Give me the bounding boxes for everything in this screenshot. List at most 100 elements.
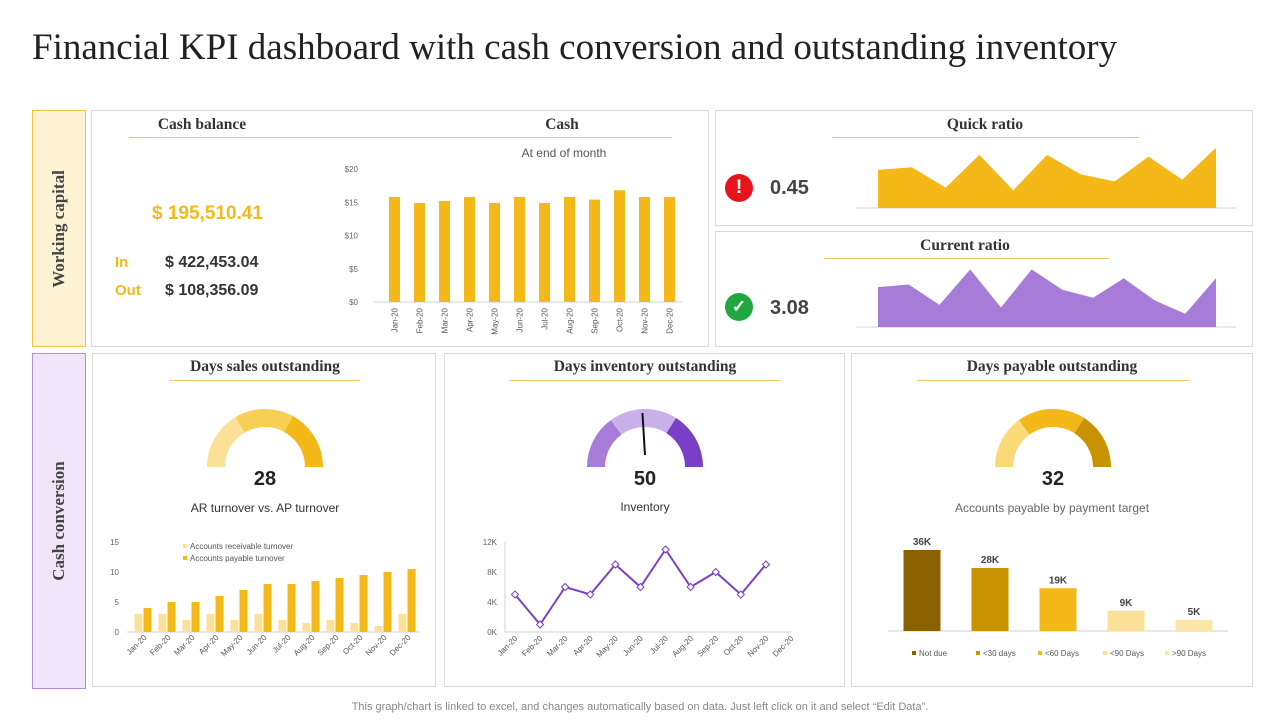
cash-bar [389, 196, 400, 302]
section-working-capital: Working capital [32, 110, 86, 347]
inventory-xtick-label: May-20 [595, 634, 621, 660]
dpo-gauge-segment [1074, 418, 1111, 467]
ar-turnover-bar [254, 614, 263, 632]
payables-legend-swatch [1103, 651, 1107, 655]
ap-turnover-bar [407, 569, 416, 632]
ap-turnover-bar [335, 578, 344, 632]
dio-panel: Days inventory outstanding 50 Inventory … [444, 353, 845, 687]
ap-turnover-bar [143, 608, 152, 632]
dso-gauge-segment [284, 416, 323, 467]
inventory-point [636, 582, 645, 592]
dpo-subtitle: Accounts payable by payment target [954, 501, 1150, 515]
cash-bar [489, 202, 500, 302]
cash-xtick-label: Dec-20 [666, 307, 675, 333]
cash-chart-subtitle: At end of month [521, 146, 607, 160]
inventory-ytick-label: 12K [483, 538, 498, 547]
inventory-point [535, 620, 545, 629]
dso-value: 28 [253, 468, 277, 490]
dio-subtitle: Inventory [620, 500, 670, 514]
cash-bar [464, 196, 475, 302]
dpo-gauge-segment [995, 420, 1030, 467]
cash-ytick-label: $5 [349, 265, 358, 274]
dio-gauge-needle [641, 412, 646, 456]
inventory-point [611, 560, 620, 569]
cash-xtick-label: Mar-20 [441, 307, 450, 333]
cash-xtick-label: Jun-20 [516, 307, 525, 332]
ar-turnover-bar [278, 620, 287, 632]
inventory-ytick-label: 0K [487, 628, 497, 637]
ap-turnover-bar [239, 590, 248, 632]
arap-xtick-label: Jul-20 [271, 633, 293, 655]
dso-gauge-segment [235, 409, 293, 433]
cash-chart: $0 $5 $10 $15 $20 Jan-20 Feb-20 Mar-20 Apr-20 May… [345, 165, 682, 335]
inventory-point [586, 590, 595, 599]
payables-legend-swatch [976, 651, 980, 655]
dso-title: Days sales outstanding [190, 358, 340, 375]
inventory-point [560, 582, 570, 592]
payables-legend-label: <30 days [983, 649, 1016, 658]
ap-turnover-bar [359, 575, 368, 632]
cash-bar [514, 196, 525, 302]
cash-in-value: $ 422,453.04 [165, 254, 259, 271]
inventory-xtick-label: Jul-20 [648, 634, 670, 656]
cash-bar [564, 196, 575, 302]
dio-title: Days inventory outstanding [553, 358, 737, 375]
inventory-xtick-label: Feb-20 [520, 634, 545, 659]
dso-underline [169, 380, 360, 381]
dpo-underline [917, 380, 1189, 381]
dio-underline [509, 380, 780, 381]
inventory-xtick-label: Sep-20 [696, 634, 721, 659]
cash-xtick-label: Aug-20 [566, 307, 575, 333]
ap-turnover-bar [287, 584, 296, 632]
ap-turnover-bar [215, 596, 224, 632]
arap-legend-swatch [183, 544, 187, 548]
arap-xtick-label: Jan-20 [125, 633, 149, 657]
ap-turnover-bar [311, 581, 320, 632]
cash-balance-title: Cash balance [157, 116, 247, 133]
inventory-xtick-label: Oct-20 [722, 634, 746, 658]
cash-xtick-label: Oct-20 [616, 307, 625, 332]
dio-gauge [587, 409, 703, 467]
payables-legend-label: Not due [919, 649, 948, 658]
payables-data-label: 28K [981, 555, 1000, 566]
arap-xtick-label: Sep-20 [316, 633, 341, 658]
quick-ratio-title: Quick ratio [946, 116, 1024, 133]
ar-turnover-bar [374, 626, 383, 632]
payables-chart: 36K 28K 19K 9K 5K Not due <30 days <60 Days <90 … [888, 537, 1228, 658]
cash-title-underline [129, 137, 672, 138]
dio-gauge-segment [587, 420, 622, 467]
quick_ratio-area [878, 147, 1216, 208]
cash-balance-total: $ 195,510.41 [152, 203, 263, 224]
ar-turnover-bar [302, 623, 311, 632]
section-cash-conversion-label: Cash conversion [49, 461, 68, 581]
arap-xtick-label: Jun-20 [245, 633, 269, 657]
inventory-xtick-label: Dec-20 [771, 634, 796, 659]
quick-ratio-panel: Quick ratio ! 0.45 [715, 110, 1253, 226]
page-title: Financial KPI dashboard with cash conver… [32, 27, 1118, 68]
cash-bar [439, 200, 450, 302]
cash-xtick-label: Sep-20 [591, 307, 600, 333]
inventory-xtick-label: Jun-20 [621, 634, 645, 658]
quick-ratio-value: 0.45 [770, 177, 809, 199]
payables-data-label: 9K [1120, 598, 1134, 609]
payables-legend-label: <90 Days [1110, 649, 1144, 658]
ap-turnover-bar [383, 572, 392, 632]
cash-out-value: $ 108,356.09 [165, 282, 259, 299]
inventory-xtick-label: Aug-20 [670, 634, 695, 659]
payables-legend-label: >90 Days [1172, 649, 1206, 658]
payables-legend-swatch [912, 651, 916, 655]
ar-turnover-bar [206, 614, 215, 632]
current-ratio-panel: Current ratio ✓ 3.08 [715, 231, 1253, 347]
dio-gauge-segment [666, 418, 703, 467]
arap-xtick-label: May-20 [219, 633, 245, 659]
cash-xtick-label: Jul-20 [541, 307, 550, 329]
quick-ratio-chart [856, 147, 1236, 209]
inventory-xtick-label: Jan-20 [496, 634, 520, 658]
section-working-capital-label: Working capital [49, 169, 68, 288]
payables-data-label: 19K [1049, 575, 1068, 586]
payables-legend-swatch [1165, 651, 1169, 655]
arap-xtick-label: Aug-20 [292, 633, 317, 658]
cash-bar [664, 196, 675, 302]
payables-legend-swatch [1038, 651, 1042, 655]
